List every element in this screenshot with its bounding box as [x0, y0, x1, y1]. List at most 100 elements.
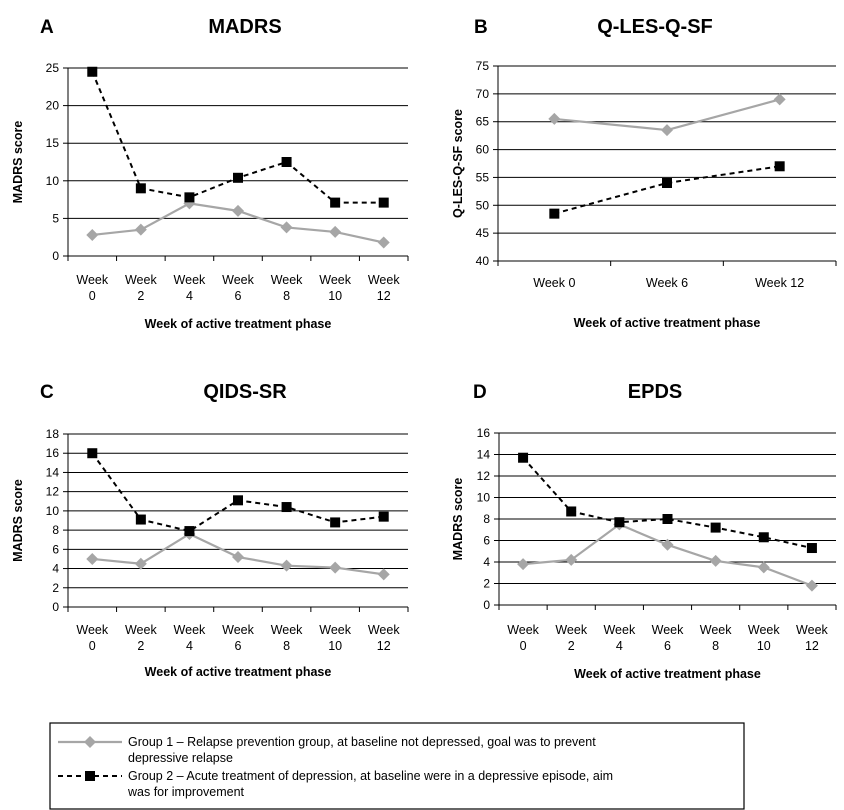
legend-box [49, 722, 745, 810]
x-tick-label: Week [76, 273, 108, 287]
y-tick-label: 25 [46, 61, 60, 75]
y-tick-label: 10 [46, 174, 60, 188]
data-point [329, 225, 342, 238]
y-tick-label: 8 [483, 512, 490, 526]
y-tick-label: 14 [477, 448, 491, 462]
x-tick-label: 10 [328, 289, 342, 303]
x-tick-label: Week [603, 623, 635, 637]
data-point [280, 221, 293, 234]
data-point [757, 561, 770, 574]
x-tick-label: 10 [328, 639, 342, 653]
x-tick-label: Week 6 [646, 276, 688, 290]
x-tick-label: Week [652, 623, 684, 637]
data-point [378, 197, 389, 208]
y-tick-label: 70 [476, 87, 490, 101]
x-tick-label: 12 [805, 639, 819, 653]
x-tick-label: Week 0 [533, 276, 575, 290]
y-tick-label: 16 [477, 426, 491, 440]
panel-letter: D [473, 382, 487, 403]
x-tick-label: Week [174, 273, 206, 287]
data-point [86, 552, 99, 565]
data-point [280, 559, 293, 572]
data-point [805, 579, 818, 592]
y-tick-label: 55 [476, 170, 490, 184]
y-tick-label: 16 [46, 446, 60, 460]
x-tick-label: Week [700, 623, 732, 637]
y-tick-label: 45 [476, 226, 490, 240]
y-tick-label: 8 [52, 523, 59, 537]
series-line [554, 165, 780, 215]
panel-d: D EPDS 0 2 4 6 8 10 12 14 16 Week 0 Week 2 Week 4 Week 6 We… [451, 381, 837, 681]
series-group-2 [549, 161, 785, 219]
data-point [518, 452, 529, 463]
y-tick-label: 10 [477, 491, 491, 505]
x-tick-label: Week [368, 623, 400, 637]
series-line [91, 71, 384, 204]
legend-text: depressive relapse [128, 751, 233, 765]
data-point [565, 553, 578, 566]
panel-b: B Q-LES-Q-SF 40 45 50 55 60 65 70 75 Week 0 Week 6 W… [451, 16, 837, 330]
data-point [377, 568, 390, 581]
x-tick-label: 0 [89, 639, 96, 653]
x-tick-label: Week [125, 623, 157, 637]
data-point [614, 517, 625, 528]
y-tick-label: 2 [483, 577, 490, 591]
legend-text: Group 1 – Relapse prevention group, at b… [128, 735, 596, 749]
data-point [87, 448, 98, 459]
chart-title: QIDS-SR [203, 381, 287, 403]
x-tick-label: Week [748, 623, 780, 637]
series-group-2 [87, 448, 389, 537]
legend-marker-diamond [84, 736, 96, 748]
legend-text: Group 2 – Acute treatment of depression,… [128, 769, 613, 783]
y-tick-label: 65 [476, 115, 490, 129]
x-tick-label: 4 [186, 289, 193, 303]
legend-entry-group-2: Group 2 – Acute treatment of depression,… [58, 769, 613, 799]
data-point [549, 208, 560, 219]
panel-letter: B [474, 17, 488, 38]
data-point [232, 551, 244, 564]
x-tick-label: 6 [235, 289, 242, 303]
y-axis-label: Q-LES-Q-SF score [451, 109, 465, 218]
x-tick-label: Week [507, 623, 539, 637]
data-point [773, 93, 786, 106]
legend-entry-group-1: Group 1 – Relapse prevention group, at b… [58, 735, 596, 765]
y-tick-label: 4 [483, 555, 490, 569]
data-point [233, 495, 243, 506]
data-point [710, 522, 721, 533]
x-tick-label: 2 [568, 639, 575, 653]
y-axis-label: MADRS score [451, 478, 465, 561]
y-tick-label: 14 [46, 465, 60, 479]
y-tick-label: 75 [476, 59, 490, 73]
y-tick-label: 15 [46, 136, 60, 150]
data-point [233, 172, 243, 183]
x-tick-label: 8 [712, 639, 719, 653]
y-tick-label: 0 [52, 249, 59, 263]
data-point [134, 223, 147, 236]
panel-letter: A [40, 17, 54, 38]
x-tick-label: 0 [520, 639, 527, 653]
data-point [662, 514, 673, 524]
data-point [135, 183, 146, 194]
y-tick-label: 0 [52, 600, 59, 614]
data-point [184, 526, 195, 537]
y-tick-label: 12 [46, 485, 60, 499]
y-tick-label: 10 [46, 504, 60, 518]
y-axis-label: MADRS score [11, 121, 25, 204]
x-tick-label: Week [76, 623, 108, 637]
data-point [330, 517, 341, 528]
x-axis-label: Week of active treatment phase [145, 665, 332, 679]
y-tick-label: 4 [52, 562, 59, 576]
x-tick-label: 10 [757, 639, 771, 653]
y-tick-label: 6 [52, 542, 59, 556]
y-tick-label: 2 [52, 581, 59, 595]
series-group-2 [518, 452, 817, 554]
data-point [281, 157, 292, 167]
data-point [378, 511, 389, 522]
series-group-2 [87, 66, 389, 208]
x-tick-label: Week [555, 623, 587, 637]
data-point [661, 124, 673, 137]
legend-text: was for improvement [127, 785, 245, 799]
data-point [377, 236, 390, 249]
data-point [548, 112, 561, 125]
